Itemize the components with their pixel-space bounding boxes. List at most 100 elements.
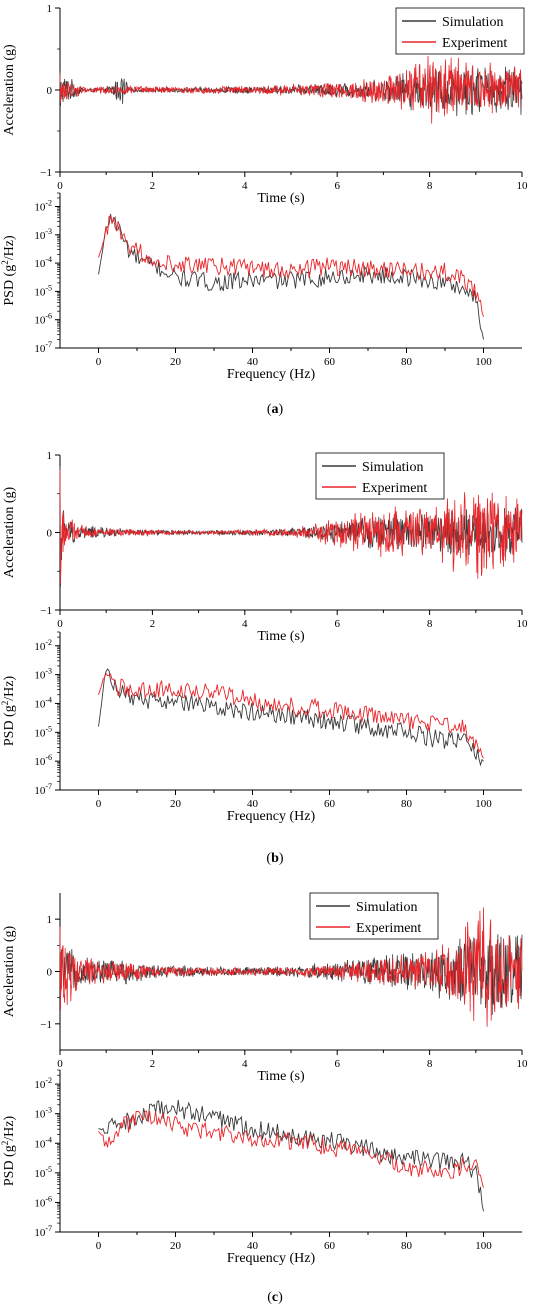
x-tick-label: 0 bbox=[96, 356, 102, 368]
subplot-b-psd: 0 20 40 60 80 100 10-7 10-6 10-5 10-4 10-3 10-2 Freq… bbox=[0, 631, 522, 824]
y-axis-label: PSD (g2/Hz) bbox=[0, 676, 17, 747]
y-tick-label: 0 bbox=[47, 85, 53, 97]
legend-label-experiment: Experiment bbox=[356, 921, 421, 936]
series-line-simulation bbox=[98, 1099, 484, 1212]
series-line-simulation bbox=[98, 668, 484, 767]
x-tick-label: 6 bbox=[334, 180, 340, 192]
x-tick-label: 2 bbox=[150, 180, 156, 192]
x-tick-label: 0 bbox=[57, 618, 63, 630]
x-tick-label: 4 bbox=[242, 1058, 248, 1070]
x-tick-label: 60 bbox=[324, 1240, 336, 1252]
series-line-simulation bbox=[59, 66, 523, 117]
y-tick-label: 0 bbox=[47, 528, 53, 540]
y-tick-label: 10-4 bbox=[34, 695, 52, 710]
x-tick-label: 10 bbox=[517, 180, 529, 192]
y-tick-label: −1 bbox=[40, 167, 52, 179]
series-line-experiment bbox=[98, 672, 484, 759]
x-tick-label: 6 bbox=[334, 618, 340, 630]
y-tick-label: 10-4 bbox=[34, 1135, 52, 1150]
x-tick-label: 80 bbox=[401, 798, 413, 810]
y-tick-label: 10-7 bbox=[34, 340, 52, 355]
legend-box bbox=[395, 7, 525, 55]
subplot-a-time: 0 2 4 6 8 10 −1 0 1 Time (s) Acceleration (g) Simul… bbox=[2, 3, 528, 206]
x-tick-label: 0 bbox=[57, 180, 63, 192]
x-axis-label: Frequency (Hz) bbox=[227, 809, 316, 824]
y-tick-label: −1 bbox=[40, 605, 52, 617]
legend-label-simulation: Simulation bbox=[362, 460, 423, 475]
y-tick-label: 10-5 bbox=[34, 1165, 52, 1180]
series-line-experiment bbox=[98, 215, 484, 318]
x-axis-label: Time (s) bbox=[257, 1069, 305, 1084]
panel-label-b: (b) bbox=[266, 851, 283, 866]
legend-label-experiment: Experiment bbox=[362, 481, 427, 496]
y-tick-label: 1 bbox=[47, 450, 53, 462]
x-tick-label: 60 bbox=[324, 356, 336, 368]
y-tick-label: 10-3 bbox=[34, 227, 52, 242]
y-tick-label: 10-7 bbox=[34, 1224, 52, 1239]
x-tick-label: 40 bbox=[247, 1240, 259, 1252]
y-axis-label: PSD (g2/Hz) bbox=[0, 1116, 17, 1187]
y-tick-label: 10-2 bbox=[34, 638, 52, 653]
y-tick-label: 1 bbox=[47, 3, 53, 15]
subplot-a-psd: 0 20 40 60 80 100 10-7 10-6 10-5 10-4 10-3 10-2 Freq… bbox=[0, 192, 522, 382]
y-tick-label: −1 bbox=[40, 1019, 52, 1031]
y-axis-label: PSD (g2/Hz) bbox=[0, 235, 17, 306]
x-tick-label: 8 bbox=[427, 1058, 433, 1070]
x-tick-label: 2 bbox=[150, 618, 156, 630]
y-tick-label: 0 bbox=[47, 967, 53, 979]
y-axis-label: Acceleration (g) bbox=[2, 44, 17, 136]
x-tick-label: 0 bbox=[96, 1240, 102, 1252]
x-tick-label: 8 bbox=[427, 180, 433, 192]
legend-label-experiment: Experiment bbox=[442, 36, 507, 51]
y-tick-label: 10-6 bbox=[34, 312, 52, 327]
x-axis-label: Time (s) bbox=[257, 629, 305, 644]
x-tick-label: 6 bbox=[334, 1058, 340, 1070]
y-tick-label: 10-3 bbox=[34, 1106, 52, 1121]
x-tick-label: 40 bbox=[247, 798, 259, 810]
y-tick-label: 10-2 bbox=[34, 199, 52, 214]
series-line-experiment bbox=[98, 1110, 484, 1188]
x-tick-label: 100 bbox=[475, 798, 492, 810]
legend-label-simulation: Simulation bbox=[356, 900, 417, 915]
x-tick-label: 4 bbox=[242, 180, 248, 192]
legend-box bbox=[309, 892, 439, 940]
y-tick-label: 10-3 bbox=[34, 667, 52, 682]
x-axis-label: Frequency (Hz) bbox=[227, 1251, 316, 1266]
x-tick-label: 8 bbox=[427, 618, 433, 630]
y-axis-label: Acceleration (g) bbox=[2, 486, 17, 578]
legend-box bbox=[315, 452, 445, 500]
y-tick-label: 10-4 bbox=[34, 255, 52, 270]
x-tick-label: 100 bbox=[475, 356, 492, 368]
x-tick-label: 0 bbox=[57, 1058, 63, 1070]
x-tick-label: 60 bbox=[324, 798, 336, 810]
x-tick-label: 40 bbox=[247, 356, 259, 368]
x-tick-label: 10 bbox=[517, 1058, 529, 1070]
y-tick-label: 10-5 bbox=[34, 283, 52, 298]
series-line-experiment bbox=[59, 907, 523, 1027]
subplot-c-psd: 0 20 40 60 80 100 10-7 10-6 10-5 10-4 10-3 10-2 Freq… bbox=[0, 1069, 522, 1266]
y-axis-label: Acceleration (g) bbox=[2, 925, 17, 1017]
y-tick-label: 10-6 bbox=[34, 753, 52, 768]
x-axis-label: Time (s) bbox=[257, 191, 305, 206]
y-tick-label: 10-5 bbox=[34, 724, 52, 739]
y-tick-label: 10-2 bbox=[34, 1076, 52, 1091]
panel-label-a: (a) bbox=[267, 402, 284, 417]
x-tick-label: 20 bbox=[170, 798, 182, 810]
x-tick-label: 80 bbox=[401, 356, 413, 368]
y-tick-label: 10-7 bbox=[34, 782, 52, 797]
x-tick-label: 2 bbox=[150, 1058, 156, 1070]
subplot-c-time: 0 2 4 6 8 10 −1 0 1 Time (s) Acceleration (g) Simul… bbox=[2, 892, 529, 1084]
y-tick-label: 10-6 bbox=[34, 1194, 52, 1209]
subplot-b-time: 0 2 4 6 8 10 −1 0 1 Time (s) Acceleration (g) Simul… bbox=[2, 450, 528, 644]
series-line-experiment bbox=[59, 56, 523, 124]
panel-label-c: (c) bbox=[267, 1290, 283, 1305]
legend-label-simulation: Simulation bbox=[442, 15, 503, 30]
series-line-simulation bbox=[59, 934, 523, 1015]
x-tick-label: 20 bbox=[170, 1240, 182, 1252]
x-axis-label: Frequency (Hz) bbox=[227, 367, 316, 382]
x-tick-label: 0 bbox=[96, 798, 102, 810]
x-tick-label: 4 bbox=[242, 618, 248, 630]
x-tick-label: 100 bbox=[475, 1240, 492, 1252]
